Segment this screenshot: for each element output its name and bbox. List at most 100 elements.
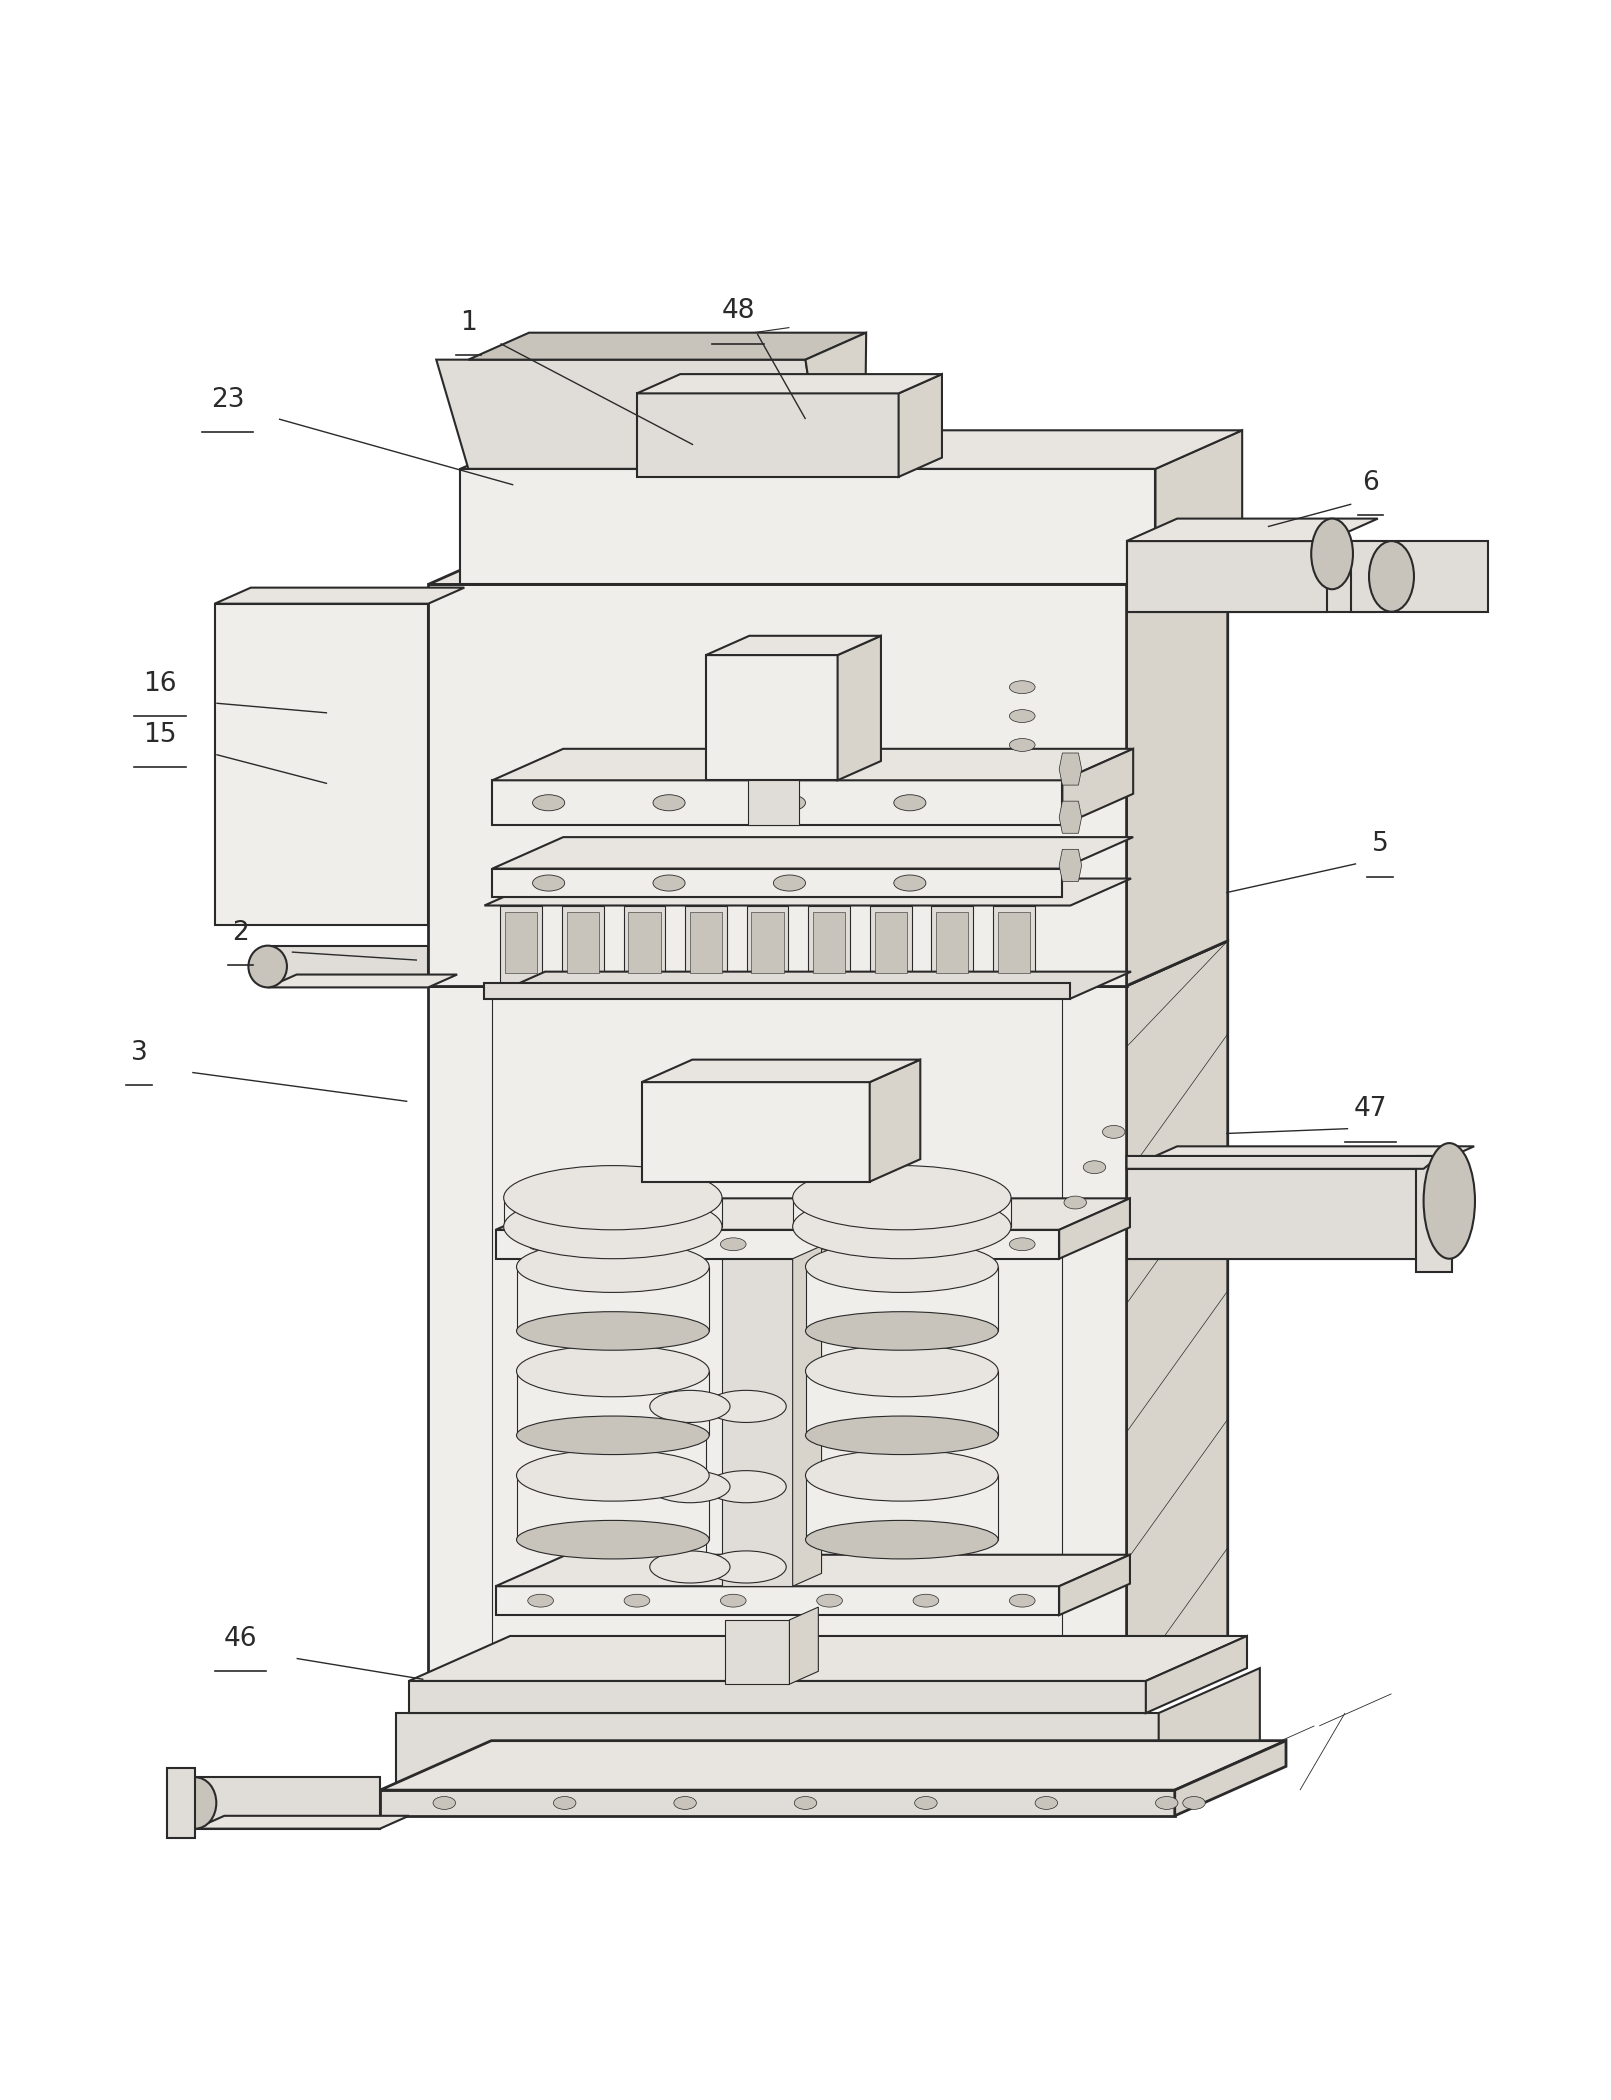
Polygon shape — [493, 750, 1133, 781]
Ellipse shape — [517, 1241, 709, 1292]
Polygon shape — [706, 636, 881, 655]
Polygon shape — [725, 1619, 789, 1684]
Ellipse shape — [652, 794, 685, 811]
Ellipse shape — [793, 1195, 1012, 1258]
Polygon shape — [1062, 750, 1133, 825]
Polygon shape — [1058, 1554, 1129, 1615]
Ellipse shape — [1182, 1796, 1205, 1810]
Text: 46: 46 — [224, 1625, 258, 1653]
Polygon shape — [1058, 754, 1081, 785]
Polygon shape — [1126, 542, 1327, 611]
Ellipse shape — [894, 876, 926, 890]
Ellipse shape — [623, 1594, 649, 1606]
Polygon shape — [628, 911, 661, 972]
Ellipse shape — [1010, 1594, 1036, 1606]
Polygon shape — [409, 1680, 1145, 1714]
Ellipse shape — [806, 1520, 999, 1558]
Polygon shape — [504, 1197, 722, 1226]
Polygon shape — [496, 1586, 1058, 1615]
Ellipse shape — [1102, 1126, 1124, 1138]
Ellipse shape — [706, 1552, 786, 1583]
Ellipse shape — [806, 1241, 999, 1292]
Polygon shape — [267, 945, 429, 987]
Ellipse shape — [517, 1415, 709, 1455]
Polygon shape — [496, 1231, 1058, 1258]
Polygon shape — [623, 905, 665, 983]
Ellipse shape — [1311, 519, 1353, 590]
Ellipse shape — [517, 1346, 709, 1397]
Polygon shape — [838, 636, 881, 781]
Polygon shape — [1126, 540, 1228, 985]
Ellipse shape — [248, 945, 287, 987]
Ellipse shape — [913, 1594, 939, 1606]
Text: 23: 23 — [211, 386, 245, 412]
Text: 1: 1 — [461, 309, 477, 336]
Polygon shape — [748, 781, 799, 825]
Ellipse shape — [806, 1415, 999, 1455]
Polygon shape — [380, 1741, 1286, 1789]
Ellipse shape — [806, 1346, 999, 1397]
Polygon shape — [166, 1768, 195, 1838]
Polygon shape — [809, 905, 851, 983]
Ellipse shape — [533, 876, 565, 890]
Ellipse shape — [517, 1520, 709, 1558]
Polygon shape — [517, 1266, 709, 1331]
Polygon shape — [936, 911, 968, 972]
Polygon shape — [517, 1371, 709, 1434]
Polygon shape — [485, 878, 1131, 905]
Polygon shape — [396, 1714, 1158, 1789]
Polygon shape — [636, 374, 942, 393]
Polygon shape — [1126, 941, 1228, 1705]
Ellipse shape — [1010, 1237, 1036, 1252]
Polygon shape — [485, 983, 1070, 1000]
Ellipse shape — [517, 1449, 709, 1502]
Ellipse shape — [720, 1237, 746, 1252]
Polygon shape — [517, 1476, 709, 1539]
Polygon shape — [1352, 542, 1489, 611]
Ellipse shape — [528, 1237, 554, 1252]
Polygon shape — [789, 1606, 818, 1684]
Polygon shape — [496, 1199, 1129, 1231]
Text: 47: 47 — [1353, 1096, 1387, 1121]
Polygon shape — [875, 911, 907, 972]
Ellipse shape — [773, 876, 806, 890]
Ellipse shape — [504, 1195, 722, 1258]
Polygon shape — [437, 359, 822, 468]
Ellipse shape — [623, 1237, 649, 1252]
Ellipse shape — [806, 1312, 999, 1350]
Polygon shape — [806, 1371, 999, 1434]
Ellipse shape — [794, 1796, 817, 1810]
Polygon shape — [485, 972, 1131, 1000]
Ellipse shape — [817, 1237, 843, 1252]
Ellipse shape — [673, 1796, 696, 1810]
Polygon shape — [493, 838, 1133, 869]
Polygon shape — [1126, 542, 1376, 611]
Polygon shape — [461, 430, 1242, 468]
Ellipse shape — [894, 794, 926, 811]
Text: 6: 6 — [1363, 470, 1379, 496]
Ellipse shape — [1010, 739, 1036, 752]
Polygon shape — [493, 869, 1062, 897]
Polygon shape — [806, 1476, 999, 1539]
Ellipse shape — [528, 1594, 554, 1606]
Ellipse shape — [706, 1390, 786, 1422]
Ellipse shape — [1155, 1796, 1178, 1810]
Polygon shape — [501, 905, 543, 983]
Ellipse shape — [1036, 1796, 1057, 1810]
Polygon shape — [506, 911, 538, 972]
Polygon shape — [429, 941, 1228, 985]
Polygon shape — [1126, 1170, 1424, 1258]
Polygon shape — [1058, 802, 1081, 834]
Ellipse shape — [773, 794, 806, 811]
Ellipse shape — [1083, 1161, 1105, 1174]
Polygon shape — [722, 1258, 793, 1586]
Polygon shape — [567, 911, 599, 972]
Polygon shape — [1126, 1155, 1440, 1170]
Polygon shape — [195, 1816, 409, 1829]
Ellipse shape — [649, 1390, 730, 1422]
Polygon shape — [1126, 519, 1377, 542]
Ellipse shape — [1010, 680, 1036, 693]
Polygon shape — [706, 655, 838, 781]
Polygon shape — [1058, 1199, 1129, 1258]
Polygon shape — [1126, 1147, 1474, 1170]
